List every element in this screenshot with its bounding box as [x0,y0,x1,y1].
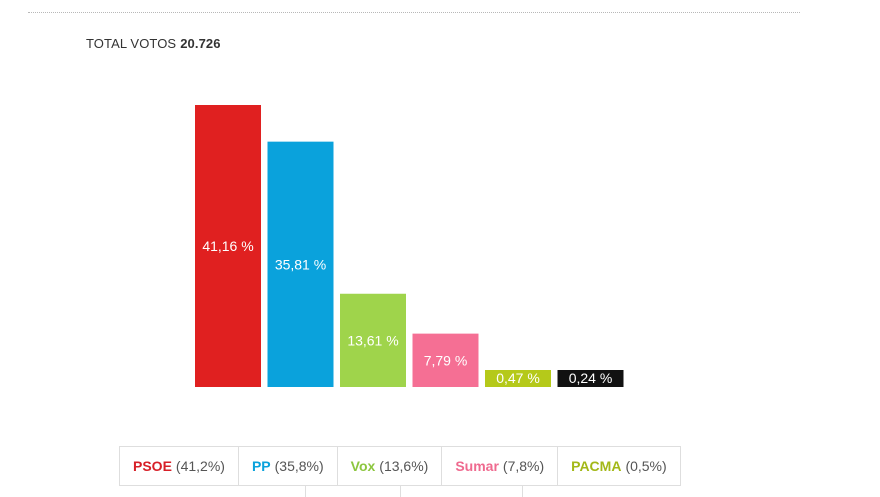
bar-sumar [412,333,479,387]
total-votes-label: TOTAL VOTOS [86,36,177,51]
legend-party-name: PACMA [571,458,622,474]
bar-vox [340,293,406,387]
legend-party-value: (13,6%) [379,458,429,474]
top-divider [28,12,800,13]
bar-pacma [485,370,551,387]
legend-row2-divider [305,485,306,497]
bar-other [557,370,624,387]
legend-party-value: (41,2%) [175,458,225,474]
legend-party-name: PP [251,458,271,474]
legend: PSOE (41,2%) PP (35,8%) Vox (13,6%) Sumar (7,8%… [119,446,681,486]
legend-item-sumar: Sumar (7,8%) [442,447,559,485]
bar-value-label: 0,24 % [569,370,613,386]
legend-party-value: (7,8%) [502,458,545,474]
legend-item-pp: PP (35,8%) [239,447,338,485]
bar-value-label: 35,81 % [275,256,326,272]
legend-party-name: PSOE [133,458,172,474]
legend-item-psoe: PSOE (41,2%) [120,447,239,485]
legend-row2-divider [522,485,523,497]
bar-value-label: 41,16 % [202,238,253,254]
legend-item-vox: Vox (13,6%) [338,447,443,485]
legend-party-name: Vox [350,458,376,474]
legend-item-pacma: PACMA (0,5%) [558,447,680,485]
bar-value-label: 0,47 % [496,370,540,386]
legend-row2-divider [400,485,401,497]
bar-value-label: 7,79 % [424,352,468,368]
bar-pp [267,141,334,387]
bar-value-label: 13,61 % [347,332,398,348]
bar-psoe [195,105,261,387]
legend-party-value: (35,8%) [274,458,324,474]
bar-chart: 41,16 % 35,81 % 13,61 % 7,79 % 0,47 % 0,24 % [195,105,624,387]
legend-party-name: Sumar [455,458,499,474]
total-votes: TOTAL VOTOS 20.726 [86,36,221,51]
total-votes-value: 20.726 [180,36,221,51]
legend-party-value: (0,5%) [625,458,667,474]
